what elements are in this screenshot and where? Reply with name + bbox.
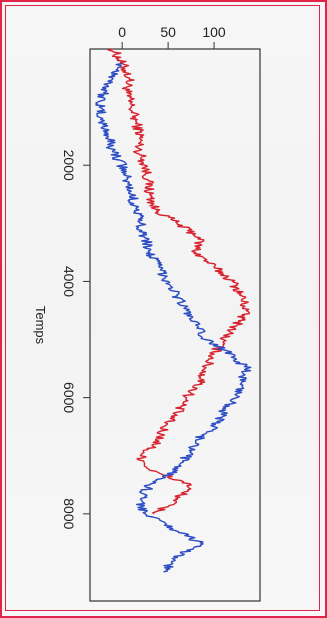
x-tick-label: 6000 — [61, 382, 77, 413]
x-tick-label: 4000 — [61, 266, 77, 297]
y-tick-label: 0 — [118, 24, 126, 40]
y-tick-label: 100 — [202, 24, 226, 40]
series-layer — [95, 48, 252, 573]
y-tick-label: 50 — [160, 24, 176, 40]
x-tick-label: 8000 — [61, 498, 77, 529]
series-line-blue — [95, 62, 252, 573]
plot-area — [89, 48, 261, 602]
x-tick-label: 2000 — [61, 150, 77, 181]
y-axis-ticks: 0 50 100 — [118, 24, 226, 49]
x-axis-ticks: 2000 4000 6000 8000 — [61, 150, 90, 530]
x-axis-label: Temps — [33, 306, 48, 345]
series-line-red — [107, 48, 251, 515]
